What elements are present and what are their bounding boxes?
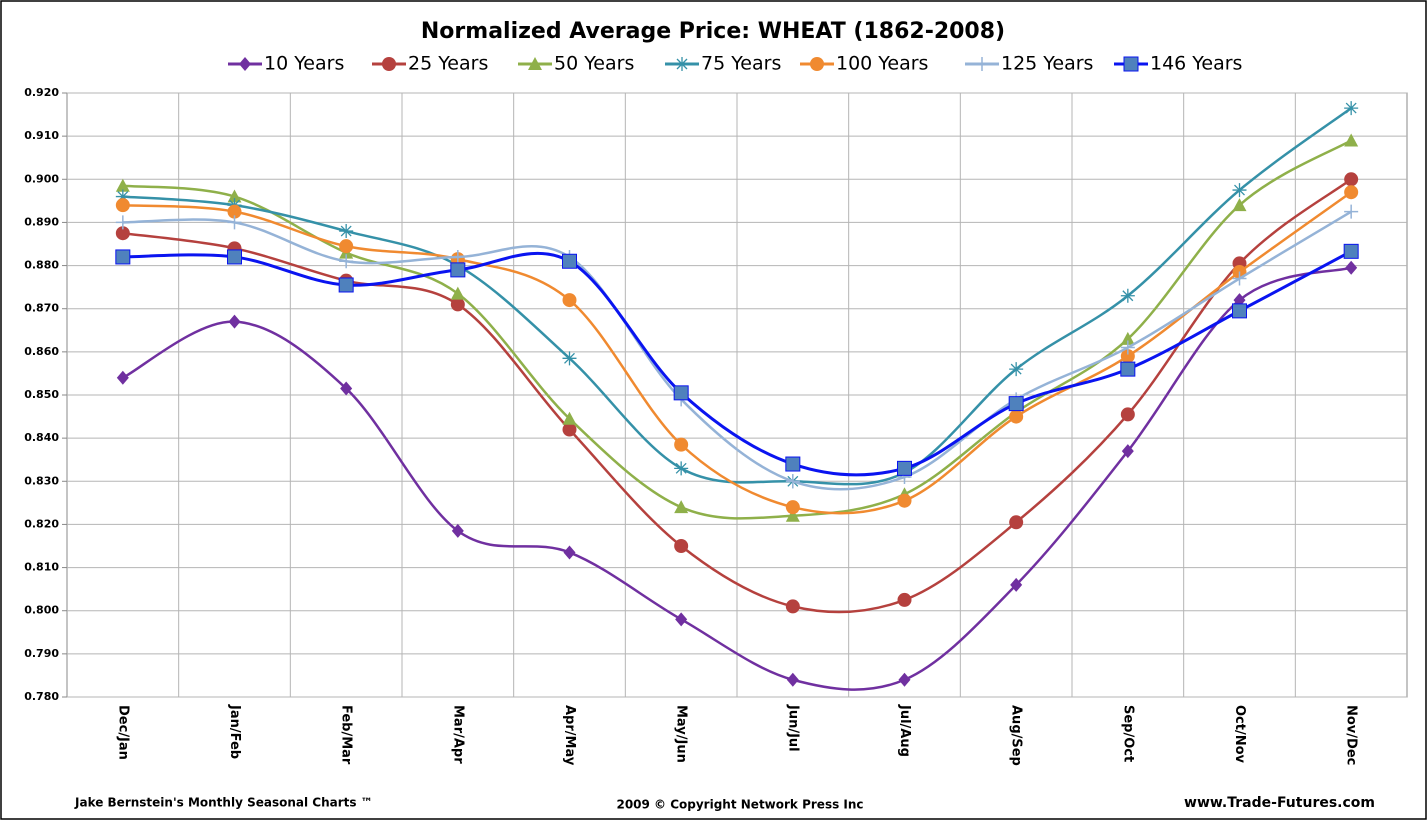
legend-marker (810, 57, 824, 71)
marker (1344, 185, 1358, 199)
marker (1009, 362, 1023, 376)
marker (563, 351, 577, 365)
legend-label: 10 Years (264, 53, 344, 75)
marker (1009, 515, 1023, 529)
y-tick-label: 0.880 (24, 259, 59, 272)
x-tick-label: Aug/Sep (1009, 705, 1024, 766)
chart-title: Normalized Average Price: WHEAT (1862-20… (421, 19, 1005, 44)
marker (339, 224, 353, 238)
marker (1233, 304, 1247, 318)
marker (563, 254, 577, 268)
chart: Normalized Average Price: WHEAT (1862-20… (0, 0, 1427, 820)
legend-label: 75 Years (701, 53, 781, 75)
y-tick-label: 0.780 (24, 690, 59, 703)
marker (563, 293, 577, 307)
x-tick-label: Sep/Oct (1120, 705, 1135, 762)
marker (339, 239, 353, 253)
legend-marker (1124, 57, 1138, 71)
x-tick-label: Oct/Nov (1232, 705, 1247, 764)
marker (116, 198, 130, 212)
y-tick-label: 0.790 (24, 647, 59, 660)
x-tick-label: Feb/Mar (339, 705, 354, 765)
y-tick-label: 0.870 (24, 302, 59, 315)
marker (674, 461, 688, 475)
legend-label: 25 Years (408, 53, 488, 75)
y-tick-label: 0.840 (24, 431, 59, 444)
marker (1009, 410, 1023, 424)
chart-border (1, 1, 1426, 819)
marker (674, 438, 688, 452)
y-tick-label: 0.900 (24, 172, 59, 185)
x-tick-label: Jun/Jul (785, 704, 800, 752)
x-tick-label: Jan/Feb (227, 704, 242, 759)
marker (898, 461, 912, 475)
x-tick-label: Apr/May (562, 705, 577, 766)
marker (1121, 362, 1135, 376)
y-tick-label: 0.920 (24, 86, 59, 99)
x-tick-label: Dec/Jan (115, 705, 130, 760)
marker (674, 539, 688, 553)
y-tick-label: 0.800 (24, 604, 59, 617)
marker (228, 250, 242, 264)
legend-label: 125 Years (1001, 53, 1093, 75)
marker (898, 593, 912, 607)
y-tick-label: 0.890 (24, 215, 59, 228)
marker (898, 494, 912, 508)
marker (786, 599, 800, 613)
footer-left: Jake Bernstein's Monthly Seasonal Charts… (74, 796, 373, 810)
legend-marker (675, 57, 689, 71)
marker (1344, 244, 1358, 258)
marker (451, 263, 465, 277)
x-tick-label: May/Jun (674, 705, 689, 763)
marker (1344, 172, 1358, 186)
y-tick-label: 0.910 (24, 129, 59, 142)
marker (674, 386, 688, 400)
legend-label: 146 Years (1150, 53, 1242, 75)
y-tick-label: 0.830 (24, 474, 59, 487)
footer-right: www.Trade-Futures.com (1184, 795, 1375, 811)
marker (339, 278, 353, 292)
y-tick-label: 0.820 (24, 517, 59, 530)
footer-center: 2009 © Copyright Network Press Inc (616, 798, 863, 812)
x-tick-label: Jul/Aug (897, 704, 912, 757)
marker (786, 500, 800, 514)
x-tick-label: Mar/Apr (450, 705, 465, 764)
marker (1233, 183, 1247, 197)
legend-marker (382, 57, 396, 71)
y-tick-label: 0.860 (24, 345, 59, 358)
x-tick-label: Nov/Dec (1344, 705, 1359, 765)
marker (1121, 407, 1135, 421)
legend-label: 100 Years (836, 53, 928, 75)
y-tick-label: 0.850 (24, 388, 59, 401)
y-tick-label: 0.810 (24, 561, 59, 574)
marker (786, 457, 800, 471)
marker (116, 250, 130, 264)
marker (1009, 397, 1023, 411)
legend-label: 50 Years (554, 53, 634, 75)
marker (1121, 289, 1135, 303)
marker (1344, 101, 1358, 115)
